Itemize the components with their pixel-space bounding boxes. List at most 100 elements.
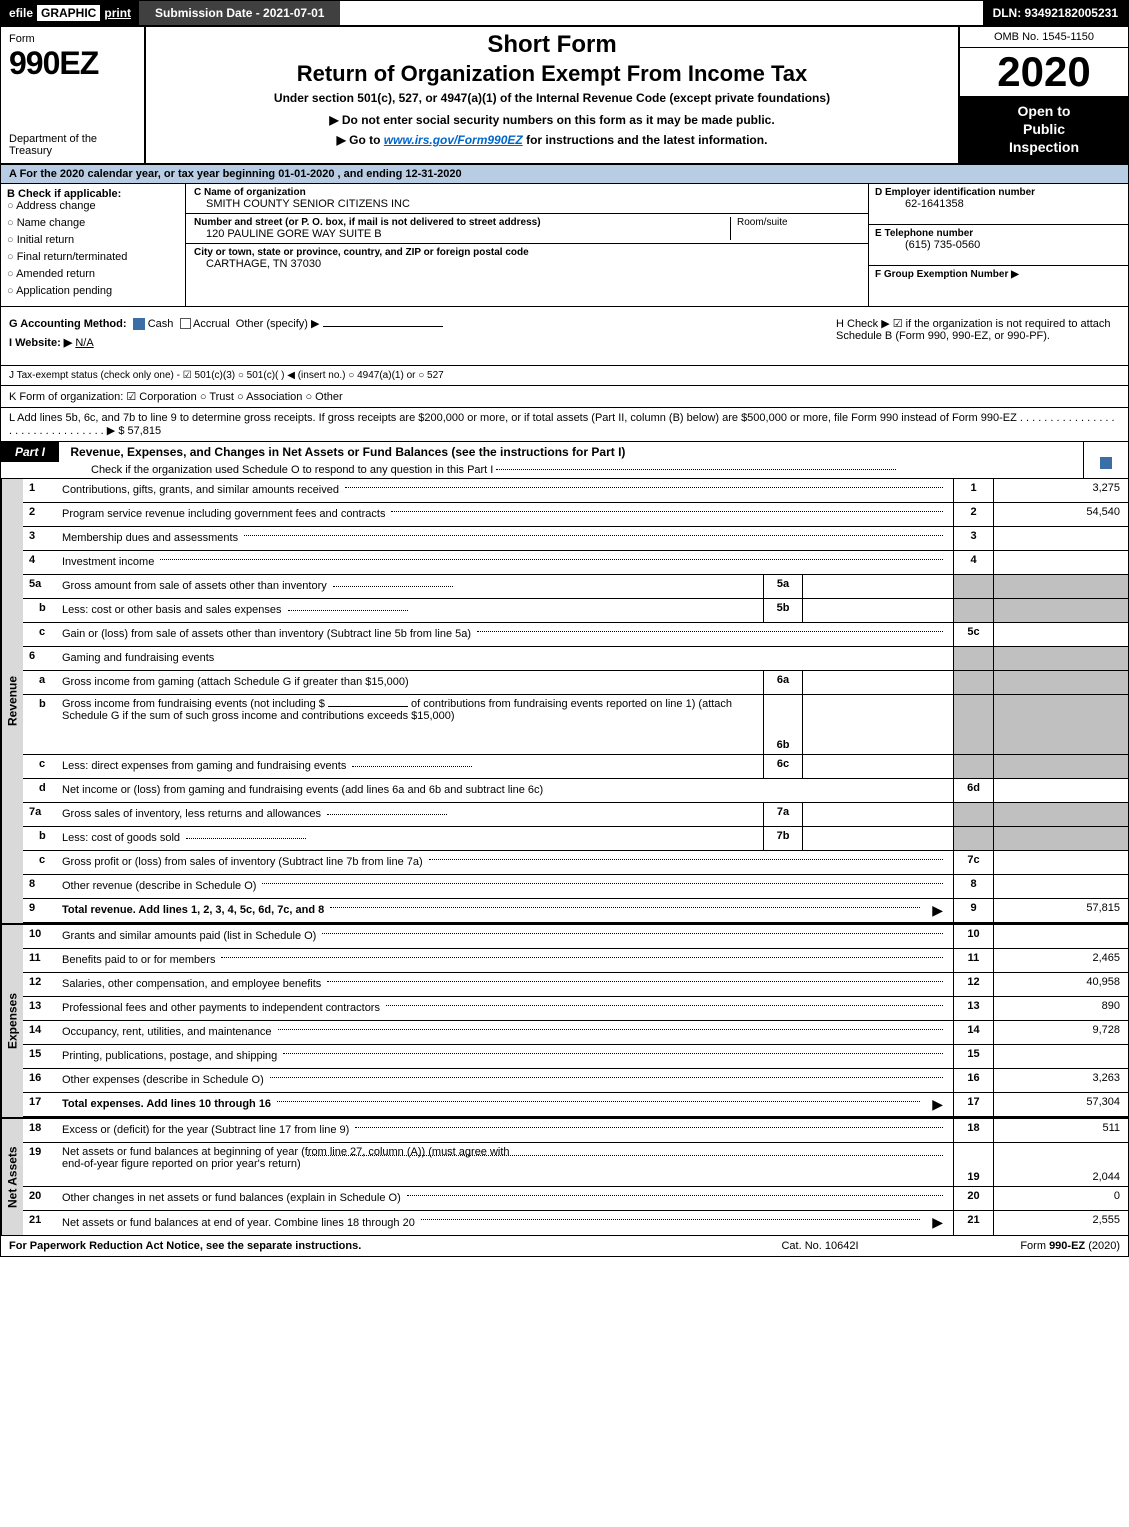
desc-11: Benefits paid to or for members xyxy=(58,949,953,972)
subval-6c xyxy=(803,755,953,778)
chk-final-return[interactable]: Final return/terminated xyxy=(7,251,179,263)
part1-subtitle: Check if the organization used Schedule … xyxy=(1,462,1083,478)
num-8: 8 xyxy=(953,875,993,898)
submission-date: Submission Date - 2021-07-01 xyxy=(139,1,340,25)
row-12: 12 Salaries, other compensation, and emp… xyxy=(23,973,1128,997)
desc-15: Printing, publications, postage, and shi… xyxy=(58,1045,953,1068)
desc-14-text: Occupancy, rent, utilities, and maintena… xyxy=(62,1026,272,1038)
desc-16-text: Other expenses (describe in Schedule O) xyxy=(62,1074,264,1086)
num-13: 13 xyxy=(953,997,993,1020)
row-17: 17 Total expenses. Add lines 10 through … xyxy=(23,1093,1128,1117)
street-value: 120 PAULINE GORE WAY SUITE B xyxy=(194,228,730,240)
desc-7a-text: Gross sales of inventory, less returns a… xyxy=(62,808,321,820)
section-b: B Check if applicable: Address change Na… xyxy=(1,184,186,306)
form-word: Form xyxy=(9,33,136,45)
contrib-amount-input[interactable] xyxy=(328,706,408,707)
rn-20: 20 xyxy=(23,1187,58,1210)
chk-name-change[interactable]: Name change xyxy=(7,217,179,229)
arrow-icon: ▶ xyxy=(926,1214,949,1231)
num-20: 20 xyxy=(953,1187,993,1210)
g-accrual: Accrual xyxy=(193,318,230,330)
row-6a: a Gross income from gaming (attach Sched… xyxy=(23,671,1128,695)
street-row: Number and street (or P. O. box, if mail… xyxy=(186,214,868,244)
desc-15-text: Printing, publications, postage, and shi… xyxy=(62,1050,277,1062)
num-6c-gray xyxy=(953,755,993,778)
row-20: 20 Other changes in net assets or fund b… xyxy=(23,1187,1128,1211)
val-15 xyxy=(993,1045,1128,1068)
open-line2: Public xyxy=(964,120,1124,138)
room-suite: Room/suite xyxy=(730,217,860,240)
desc-5b-text: Less: cost or other basis and sales expe… xyxy=(62,604,282,616)
desc-9-text: Total revenue. Add lines 1, 2, 3, 4, 5c,… xyxy=(62,904,324,916)
revenue-rows: 1 Contributions, gifts, grants, and simi… xyxy=(23,479,1128,923)
spacer xyxy=(340,1,982,25)
desc-13: Professional fees and other payments to … xyxy=(58,997,953,1020)
desc-5c-text: Gain or (loss) from sale of assets other… xyxy=(62,628,471,640)
rn-17: 17 xyxy=(23,1093,58,1116)
desc-9: Total revenue. Add lines 1, 2, 3, 4, 5c,… xyxy=(58,899,953,922)
subval-7b xyxy=(803,827,953,850)
num-17: 17 xyxy=(953,1093,993,1116)
desc-11-text: Benefits paid to or for members xyxy=(62,954,215,966)
val-12: 40,958 xyxy=(993,973,1128,996)
desc-13-text: Professional fees and other payments to … xyxy=(62,1002,380,1014)
desc-5b: Less: cost or other basis and sales expe… xyxy=(58,599,763,622)
val-5c xyxy=(993,623,1128,646)
num-7c: 7c xyxy=(953,851,993,874)
goto-line: ▶ Go to www.irs.gov/Form990EZ for instru… xyxy=(158,133,946,147)
part1-sub-text: Check if the organization used Schedule … xyxy=(91,464,493,476)
info-block: B Check if applicable: Address change Na… xyxy=(1,184,1128,307)
desc-6b: Gross income from fundraising events (no… xyxy=(58,695,763,754)
accrual-checkbox[interactable] xyxy=(180,318,191,329)
num-9: 9 xyxy=(953,899,993,922)
f-label: F Group Exemption Number ▶ xyxy=(875,269,1122,280)
section-g: G Accounting Method: Cash Accrual Other … xyxy=(9,317,820,330)
sub-7a: 7a xyxy=(763,803,803,826)
info-right: D Employer identification number 62-1641… xyxy=(868,184,1128,306)
chk-address-change[interactable]: Address change xyxy=(7,200,179,212)
gh-block: G Accounting Method: Cash Accrual Other … xyxy=(1,307,1128,366)
num-7b-gray xyxy=(953,827,993,850)
print-link[interactable]: print xyxy=(104,6,131,20)
desc-19: Net assets or fund balances at beginning… xyxy=(58,1143,953,1186)
rn-5b: b xyxy=(23,599,58,622)
section-d: D Employer identification number 62-1641… xyxy=(869,184,1128,225)
chk-initial-return[interactable]: Initial return xyxy=(7,234,179,246)
open-line1: Open to xyxy=(964,102,1124,120)
num-21: 21 xyxy=(953,1211,993,1235)
chk-amended-return[interactable]: Amended return xyxy=(7,268,179,280)
section-i: I Website: ▶ N/A xyxy=(9,336,820,349)
b-title: B Check if applicable: xyxy=(7,188,179,200)
rn-7a: 7a xyxy=(23,803,58,826)
rn-2: 2 xyxy=(23,503,58,526)
part1-header-wrap: Part I Revenue, Expenses, and Changes in… xyxy=(1,442,1083,478)
row-3: 3 Membership dues and assessments 3 xyxy=(23,527,1128,551)
cash-checkbox[interactable] xyxy=(133,318,145,330)
rn-15: 15 xyxy=(23,1045,58,1068)
desc-19-2: end-of-year figure reported on prior yea… xyxy=(62,1158,301,1170)
desc-6a-text: Gross income from gaming (attach Schedul… xyxy=(62,676,409,688)
other-input[interactable] xyxy=(323,326,443,327)
subval-7a xyxy=(803,803,953,826)
val-7c xyxy=(993,851,1128,874)
goto-link[interactable]: www.irs.gov/Form990EZ xyxy=(384,133,523,147)
room-label: Room/suite xyxy=(737,217,788,228)
dln: DLN: 93492182005231 xyxy=(983,1,1128,25)
row-5c: c Gain or (loss) from sale of assets oth… xyxy=(23,623,1128,647)
desc-6c-text: Less: direct expenses from gaming and fu… xyxy=(62,760,346,772)
val-6c-gray xyxy=(993,755,1128,778)
num-11: 11 xyxy=(953,949,993,972)
top-bar: efile GRAPHIC print Submission Date - 20… xyxy=(1,1,1128,27)
row-21: 21 Net assets or fund balances at end of… xyxy=(23,1211,1128,1235)
chk-application-pending[interactable]: Application pending xyxy=(7,285,179,297)
val-21: 2,555 xyxy=(993,1211,1128,1235)
row-6c: c Less: direct expenses from gaming and … xyxy=(23,755,1128,779)
val-19: 2,044 xyxy=(993,1143,1128,1186)
val-6b-gray xyxy=(993,695,1128,754)
netassets-section: Net Assets 18 Excess or (deficit) for th… xyxy=(1,1117,1128,1235)
desc-21-text: Net assets or fund balances at end of ye… xyxy=(62,1217,415,1229)
part1-schedule-o-check[interactable] xyxy=(1083,442,1128,478)
rn-21: 21 xyxy=(23,1211,58,1235)
rn-9: 9 xyxy=(23,899,58,922)
desc-7b-text: Less: cost of goods sold xyxy=(62,832,180,844)
